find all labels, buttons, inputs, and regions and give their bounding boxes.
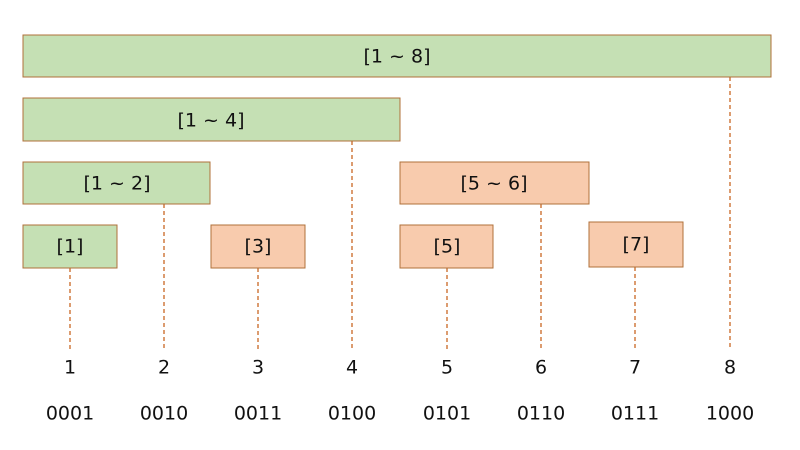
node-box [22, 161, 211, 205]
column-index: 8 [724, 357, 736, 379]
node-label: [1] [57, 236, 84, 258]
node-box [210, 224, 306, 269]
column-index: 1 [64, 357, 76, 379]
column-binary: 0101 [423, 403, 471, 425]
node-box [588, 221, 684, 268]
node-label: [5 ~ 6] [460, 173, 527, 195]
node-label: [5] [434, 236, 461, 258]
node-box [22, 224, 118, 269]
column-binary: 0111 [611, 403, 659, 425]
column-binary: 0110 [517, 403, 565, 425]
column-binary: 0011 [234, 403, 282, 425]
node-label: [3] [245, 236, 272, 258]
column-index: 6 [535, 357, 547, 379]
column-labels: 1 0001 2 0010 3 0011 4 0100 5 0101 6 0110 7 0111 8 1000 [46, 357, 754, 425]
column-binary: 0100 [328, 403, 376, 425]
node-box [22, 97, 401, 142]
column-index: 3 [252, 357, 264, 379]
node-label: [7] [623, 234, 650, 256]
node-box [399, 161, 590, 205]
node-box [22, 34, 772, 78]
column-index: 7 [629, 357, 641, 379]
node-label: [1 ~ 8] [363, 46, 430, 68]
column-index: 2 [158, 357, 170, 379]
column-binary: 0001 [46, 403, 94, 425]
node-label: [1 ~ 2] [83, 173, 150, 195]
column-index: 4 [346, 357, 358, 379]
node-box [399, 224, 494, 269]
node-label: [1 ~ 4] [177, 110, 244, 132]
column-binary: 1000 [706, 403, 754, 425]
column-binary: 0010 [140, 403, 188, 425]
column-index: 5 [441, 357, 453, 379]
